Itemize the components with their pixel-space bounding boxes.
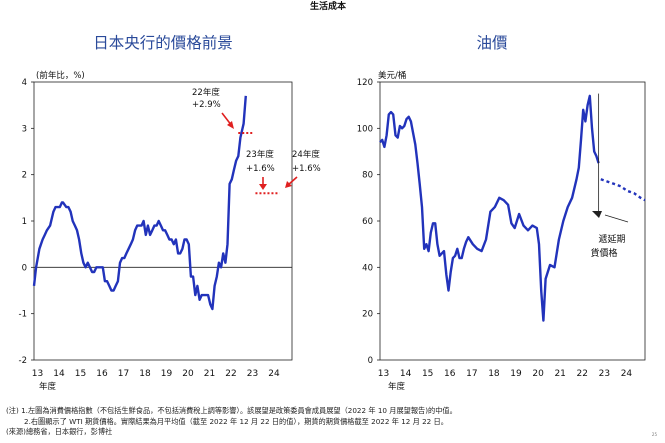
left-x-tick-label-5: 18 <box>139 369 151 379</box>
forecast-24-year: 24年度 <box>292 149 320 160</box>
right-x-tick-label-2: 15 <box>422 369 433 379</box>
forecast-23-year: 23年度 <box>246 149 274 160</box>
forecast-23-value: +1.6% <box>246 164 275 174</box>
left-x-tick-label-1: 14 <box>53 369 65 379</box>
left-x-tick-label-10: 23 <box>247 369 258 379</box>
left-y-ticks: 4 3 2 1 0 -1 -2 <box>19 78 34 366</box>
left-x-tick-label-3: 16 <box>96 369 108 379</box>
left-chart-title: 日本央行的價格前景 <box>93 34 233 52</box>
right-x-axis-label: 年度 <box>388 381 406 392</box>
right-y-tick-label-4: 40 <box>362 263 373 273</box>
right-wti-series-line <box>379 94 600 322</box>
right-x-tick-label-5: 18 <box>488 369 500 379</box>
left-cpi-series-line <box>32 95 247 311</box>
footnote-source: (來源)總務省，日本銀行，彭博社 <box>6 427 113 436</box>
page-number: 25 <box>651 432 657 437</box>
right-x-tick-label-1: 14 <box>400 369 412 379</box>
right-x-tick-label-9: 22 <box>577 369 588 379</box>
right-x-tick-label-7: 20 <box>532 369 544 379</box>
right-y-tick-label-2: 80 <box>362 171 373 181</box>
right-x-tick-label-10: 23 <box>599 369 610 379</box>
forecast-22-value: +2.9% <box>192 100 221 110</box>
left-y-tick-label-3: 1 <box>22 217 27 227</box>
left-y-tick-label-1: 3 <box>22 124 27 134</box>
right-y-tick-label-1: 100 <box>357 124 373 134</box>
left-x-tick-label-4: 17 <box>118 369 129 379</box>
right-y-tick-label-3: 60 <box>362 217 373 227</box>
left-x-tick-label-7: 20 <box>182 369 194 379</box>
deferred-futures-arrowhead <box>592 211 602 218</box>
left-y-tick-label-6: -2 <box>19 356 27 366</box>
left-x-tick-label-2: 15 <box>75 369 86 379</box>
right-x-tick-label-8: 21 <box>554 369 565 379</box>
deferred-futures-arrow <box>604 214 629 223</box>
deferred-futures-label-2: 貨價格 <box>590 247 617 259</box>
left-x-tick-label-9: 22 <box>225 369 236 379</box>
right-x-tick-label-3: 16 <box>444 369 456 379</box>
left-x-axis-label: 年度 <box>39 381 57 392</box>
forecast-22-year: 22年度 <box>192 87 220 98</box>
left-x-tick-label-6: 19 <box>161 369 173 379</box>
deferred-futures-label-1: 遞延期 <box>598 233 625 245</box>
right-y-tick-label-5: 20 <box>362 310 373 320</box>
right-x-ticks: 13 14 15 16 17 18 19 20 21 22 23 24 <box>378 369 633 379</box>
left-y-tick-label-5: -1 <box>19 310 27 320</box>
right-futures-dashed-line <box>600 178 646 202</box>
page-header: 生活成本 <box>310 0 347 12</box>
right-y-axis-label: 美元/桶 <box>378 70 406 81</box>
right-y-ticks: 120 100 80 60 40 20 0 <box>357 78 380 366</box>
forecast-24-arrowhead <box>285 181 292 188</box>
right-chart: 油價 美元/桶 120 100 80 60 40 20 0 13 14 15 16 17 18 19 20… <box>357 34 646 392</box>
left-x-tick-label-11: 24 <box>268 369 280 379</box>
right-x-tick-label-11: 24 <box>621 369 633 379</box>
left-x-tick-label-8: 21 <box>204 369 215 379</box>
right-y-tick-label-6: 0 <box>368 356 373 366</box>
footnotes: (注) 1.左圖為消費價格指數（不包括生鮮食品，不包括消費稅上調等影響）。該展望… <box>6 406 656 438</box>
right-y-tick-label-0: 120 <box>357 78 373 88</box>
forecast-22: 22年度 +2.9% <box>192 87 254 134</box>
left-x-tick-label-0: 13 <box>32 369 43 379</box>
forecast-24-value: +1.6% <box>292 164 321 174</box>
right-chart-title: 油價 <box>476 34 508 52</box>
right-x-tick-label-0: 13 <box>378 369 389 379</box>
forecast-24: 24年度 +1.6% <box>285 149 321 188</box>
right-x-tick-label-4: 17 <box>466 369 477 379</box>
forecast-23-arrowhead <box>259 184 267 190</box>
footnote-2: 2.右圖顯示了 WTI 期貨價格。實際結果為月平均值（截至 2022 年 12 … <box>24 416 448 426</box>
left-y-tick-label-0: 4 <box>22 78 27 88</box>
left-y-tick-label-4: 0 <box>22 263 27 273</box>
footnote-1: (注) 1.左圖為消費價格指數（不包括生鮮食品，不包括消費稅上調等影響）。該展望… <box>6 406 457 415</box>
left-y-axis-label: (前年比，%) <box>36 70 85 81</box>
left-x-ticks: 13 14 15 16 17 18 19 20 21 22 23 24 <box>32 369 280 379</box>
right-x-tick-label-6: 19 <box>510 369 522 379</box>
right-plot-frame <box>379 81 646 361</box>
forecast-22-arrowhead <box>227 121 234 129</box>
left-y-tick-label-2: 2 <box>22 171 27 181</box>
forecast-23: 23年度 +1.6% <box>246 149 280 195</box>
